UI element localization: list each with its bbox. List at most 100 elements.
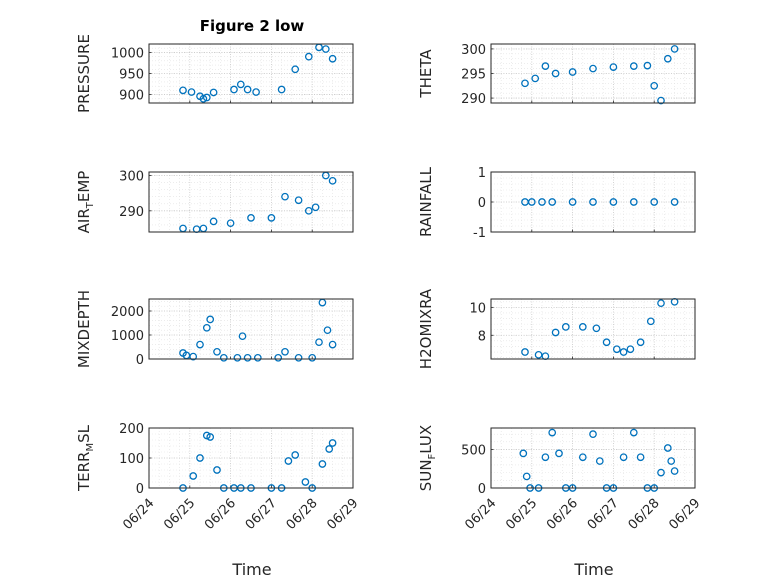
data-point (522, 472, 531, 481)
data-point (233, 353, 242, 362)
y-tick-label: 1000 (111, 46, 144, 61)
data-point (534, 350, 543, 359)
data-point (538, 198, 546, 206)
data-point (619, 453, 628, 462)
data-point (202, 323, 211, 332)
data-point (236, 80, 245, 89)
data-point (578, 453, 587, 462)
data-point (318, 460, 327, 468)
data-point (657, 96, 665, 105)
data-point (226, 219, 235, 228)
data-point (636, 338, 645, 347)
data-point (657, 468, 665, 477)
y-tick-label: 295 (461, 68, 486, 83)
axes-box (148, 171, 354, 233)
x-tick-label: 06/26 (202, 496, 239, 533)
data-point (291, 65, 300, 74)
y-tick-label: 0 (478, 482, 486, 497)
data-point (568, 68, 577, 76)
data-point (252, 88, 260, 96)
data-point (568, 198, 577, 206)
data-point (281, 192, 289, 201)
axes-box (148, 427, 354, 489)
data-point (602, 338, 611, 347)
data-point (238, 332, 247, 341)
y-tick-label: 290 (461, 92, 486, 107)
data-point (308, 353, 317, 362)
x-tick-label: 06/28 (626, 496, 663, 533)
data-point (294, 353, 303, 362)
data-point (328, 340, 337, 349)
data-point (548, 428, 557, 437)
y-tick-label: 300 (461, 43, 486, 58)
data-point (199, 224, 208, 233)
data-point (589, 430, 597, 439)
y-tick-label: 950 (119, 68, 144, 83)
data-point (670, 45, 679, 53)
data-point (291, 451, 300, 459)
data-point (179, 86, 187, 95)
data-point (629, 198, 638, 206)
data-point (551, 69, 560, 78)
data-point (629, 62, 638, 70)
data-point (561, 323, 570, 331)
data-point (196, 454, 204, 462)
x-tick-label: 06/24 (462, 496, 499, 533)
data-point (578, 323, 587, 331)
data-point (636, 453, 645, 462)
data-point (253, 353, 262, 362)
data-point (230, 85, 238, 94)
x-tick-label: 06/29 (324, 496, 361, 533)
data-point (202, 93, 211, 102)
data-point (609, 198, 618, 206)
data-point (325, 445, 334, 453)
data-point (321, 45, 330, 53)
data-point (323, 326, 332, 335)
data-point (209, 88, 218, 97)
y-tick-label: 2000 (111, 305, 144, 320)
data-point (521, 348, 529, 356)
data-point (663, 54, 672, 63)
data-point (284, 457, 293, 465)
data-point (179, 224, 187, 233)
data-point (196, 340, 204, 349)
x-axis-label-left: Time (231, 560, 271, 579)
x-tick-label: 06/27 (243, 496, 280, 533)
axes-box (490, 427, 696, 489)
y-tick-label: 8 (478, 329, 486, 344)
y-tick-label: 300 (119, 170, 144, 185)
data-point (328, 439, 337, 447)
y-tick-label: 500 (461, 444, 486, 459)
y-tick-label: 200 (119, 422, 144, 437)
data-point (619, 348, 628, 356)
axes-box (490, 171, 696, 233)
data-point (589, 198, 597, 206)
data-point (650, 198, 659, 206)
y-axis-label: H2OMIXRA (417, 288, 435, 369)
y-axis-label: RAINFALL (417, 166, 435, 237)
data-point (267, 214, 276, 222)
data-point (213, 466, 221, 474)
data-point (206, 433, 215, 441)
data-point (650, 81, 659, 90)
axes-box (148, 43, 354, 104)
x-tick-label: 06/24 (120, 496, 157, 533)
x-tick-label: 06/28 (284, 496, 321, 533)
data-point (213, 347, 221, 356)
data-point (541, 352, 550, 361)
data-point (187, 88, 196, 96)
data-point (646, 317, 655, 326)
data-point (555, 449, 563, 458)
y-axis-label: PRESSURE (75, 34, 93, 113)
data-point (595, 457, 604, 465)
subplot-air-temp: 290 300 AIRTEMP (75, 170, 354, 233)
data-point (541, 453, 550, 462)
y-tick-label: 1000 (111, 329, 144, 344)
y-tick-label: 900 (119, 89, 144, 104)
y-tick-label: 100 (119, 452, 144, 467)
data-point (301, 478, 310, 486)
data-point (541, 62, 550, 70)
data-point (311, 203, 320, 212)
